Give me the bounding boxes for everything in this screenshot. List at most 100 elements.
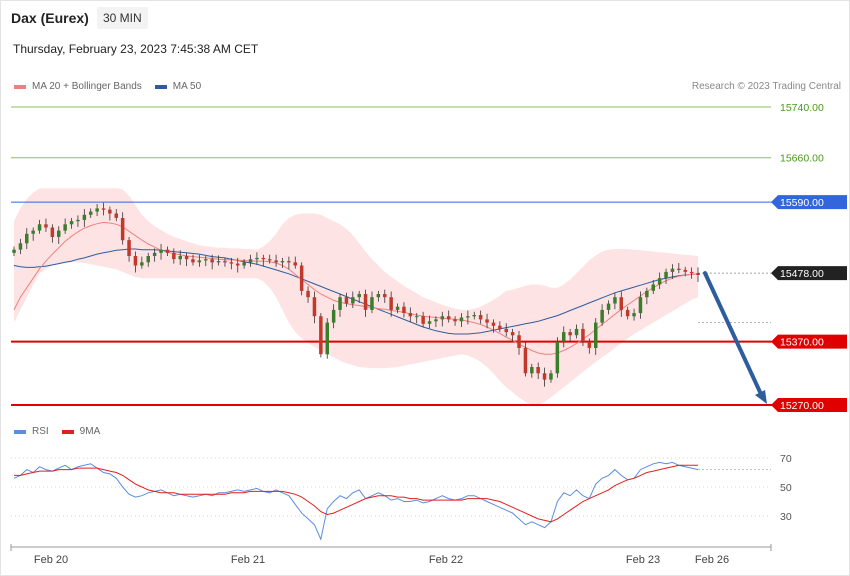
- candle-body: [606, 303, 611, 310]
- rsi-tick-label: 30: [780, 511, 792, 523]
- candle-body: [587, 341, 592, 348]
- forecast-arrow-head: [755, 390, 767, 404]
- candle-body: [383, 294, 387, 298]
- candle-body: [223, 261, 227, 263]
- candle-body: [44, 224, 48, 228]
- candle-body: [159, 249, 163, 253]
- candle-body: [395, 306, 400, 310]
- legend-item-ma20: MA 20 + Bollinger Bands: [14, 81, 142, 92]
- level-label-target: 15660.00: [780, 153, 824, 165]
- candle-body: [57, 230, 61, 237]
- rsi-tick-label: 70: [780, 453, 792, 465]
- candle-body: [236, 263, 240, 266]
- x-tick-label: Feb 23: [626, 554, 660, 566]
- candle-body: [204, 259, 208, 261]
- candle-body: [491, 322, 496, 326]
- level-label-support: 15370.00: [780, 337, 824, 349]
- level-label-target: 15740.00: [780, 102, 824, 114]
- candle-body: [82, 214, 87, 220]
- x-tick-label: Feb 22: [429, 554, 463, 566]
- candle-body: [466, 316, 470, 318]
- candle-body: [498, 325, 502, 329]
- candle-body: [530, 367, 534, 374]
- candle-body: [31, 230, 35, 234]
- candle-body: [504, 328, 508, 333]
- candle-body: [581, 328, 585, 342]
- candle-body: [261, 257, 266, 260]
- level-label-resistance: 15590.00: [780, 197, 824, 209]
- rsi-layer: 70 50 30: [11, 453, 792, 541]
- candle-body: [325, 322, 329, 355]
- candle-body: [632, 313, 636, 317]
- candle-body: [242, 262, 246, 266]
- candle-body: [427, 321, 432, 324]
- candle-body: [280, 261, 285, 263]
- legend-item-rsi: RSI: [14, 426, 49, 437]
- candle-body: [351, 297, 355, 304]
- candle-body: [344, 297, 349, 304]
- rsi-line: [13, 461, 699, 541]
- candle-body: [101, 208, 106, 210]
- legend-item-ma50: MA 50: [154, 81, 201, 92]
- candle-body: [415, 316, 419, 318]
- candle-body: [50, 227, 55, 237]
- candle-body: [357, 294, 361, 298]
- candle-body: [472, 315, 476, 317]
- timeframe-button[interactable]: 30 MIN: [97, 7, 148, 29]
- level-label-current: 15478.00: [780, 268, 824, 280]
- candle-body: [421, 316, 425, 324]
- candle-body: [446, 316, 451, 320]
- candle-body: [363, 294, 368, 310]
- candle-body: [645, 290, 649, 298]
- candle-body: [287, 261, 291, 263]
- candles-layer: [12, 202, 700, 387]
- level-tag-support: [771, 334, 847, 349]
- candle-body: [664, 271, 668, 279]
- candle-body: [299, 265, 304, 291]
- instrument-title: Dax (Eurex): [11, 10, 89, 26]
- forecast-arrow-layer: [703, 271, 767, 404]
- candle-body: [670, 268, 675, 272]
- candle-body: [510, 332, 515, 336]
- candle-body: [248, 259, 253, 263]
- candle-body: [536, 367, 540, 374]
- candle-body: [562, 332, 566, 342]
- x-tick-label: Feb 21: [231, 554, 265, 566]
- candle-body: [689, 271, 694, 274]
- candle-body: [683, 269, 687, 272]
- candle-body: [651, 284, 655, 291]
- candle-body: [517, 335, 521, 348]
- candle-body: [389, 297, 393, 310]
- candle-body: [274, 260, 278, 263]
- candle-body: [459, 317, 464, 322]
- candle-body: [600, 309, 604, 323]
- candle-body: [69, 221, 74, 225]
- candle-body: [197, 260, 202, 263]
- candle-body: [152, 252, 157, 256]
- candle-body: [440, 316, 445, 320]
- candle-body: [696, 273, 700, 275]
- candle-body: [306, 290, 310, 298]
- x-tick-label: Feb 20: [34, 554, 68, 566]
- ma20-swatch: [14, 84, 26, 89]
- legend-item-ma9: 9MA: [61, 426, 100, 437]
- candle-body: [594, 322, 598, 348]
- price-legend: MA 20 + Bollinger Bands MA 50: [14, 81, 214, 92]
- levels-layer: 15740.00 15660.00 15590.00 15478.00 15370.00…: [11, 102, 847, 412]
- candle-body: [478, 315, 483, 320]
- candle-body: [127, 240, 131, 256]
- candle-body: [331, 309, 336, 323]
- candle-body: [216, 261, 221, 263]
- candle-body: [133, 256, 138, 266]
- candle-body: [25, 233, 29, 244]
- x-tick-label: Feb 26: [695, 554, 729, 566]
- level-tag-support: [771, 398, 847, 412]
- candle-body: [146, 256, 150, 263]
- timestamp: Thursday, February 23, 2023 7:45:38 AM C…: [13, 42, 259, 56]
- candle-body: [638, 297, 643, 314]
- candle-body: [555, 341, 560, 374]
- candle-body: [523, 347, 528, 374]
- candle-body: [485, 319, 489, 323]
- candle-body: [268, 259, 272, 261]
